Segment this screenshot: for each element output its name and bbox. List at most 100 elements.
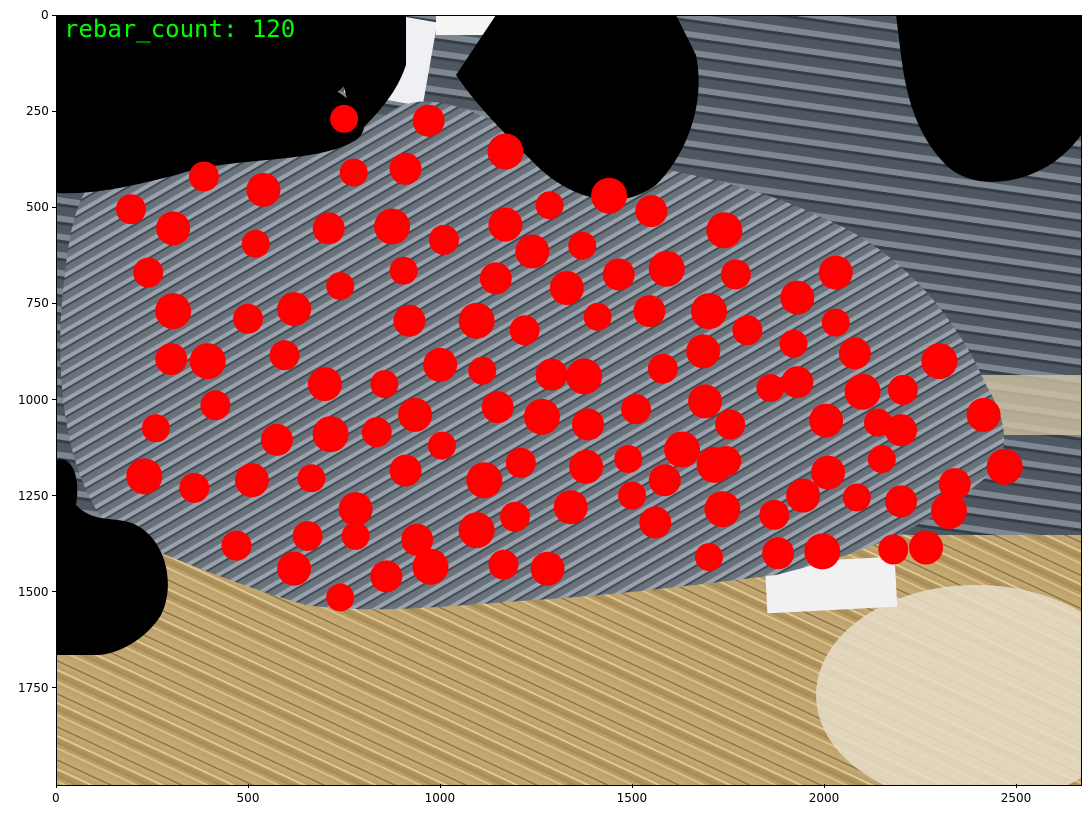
rebar-detection-marker bbox=[277, 292, 312, 327]
rebar-detection-marker bbox=[141, 414, 170, 443]
rebar-detection-marker bbox=[221, 530, 252, 561]
rebar-detection-marker bbox=[233, 303, 263, 334]
rebar-detection-marker bbox=[811, 455, 845, 490]
rebar-detection-marker bbox=[241, 229, 270, 258]
rebar-detection-marker bbox=[762, 537, 795, 570]
rebar-detection-marker bbox=[591, 177, 628, 214]
rebar-detection-marker bbox=[466, 462, 503, 499]
rebar-detection-marker bbox=[179, 472, 210, 503]
rebar-detection-marker bbox=[188, 161, 219, 192]
rebar-detection-marker bbox=[530, 551, 565, 586]
rebar-detection-marker bbox=[535, 358, 568, 391]
x-tick-label: 2500 bbox=[1000, 791, 1032, 805]
rebar-detection-marker bbox=[389, 454, 422, 487]
x-tick bbox=[247, 784, 249, 788]
y-tick bbox=[52, 495, 56, 497]
detection-markers bbox=[115, 104, 1023, 612]
x-tick bbox=[1015, 784, 1017, 788]
rebar-detection-marker bbox=[732, 315, 763, 346]
rebar-detection-marker bbox=[361, 417, 392, 448]
rebar-detection-marker bbox=[786, 478, 821, 513]
rebar-detection-marker bbox=[618, 481, 647, 510]
rebar-detection-marker bbox=[864, 408, 892, 437]
sandy-patch bbox=[816, 585, 1081, 785]
rebar-detection-marker bbox=[481, 391, 514, 424]
y-tick-label: 1750 bbox=[18, 680, 49, 695]
rebar-detection-marker bbox=[759, 499, 790, 530]
rebar-detection-marker bbox=[246, 172, 281, 207]
rebar-detection-marker bbox=[488, 549, 519, 580]
x-tick bbox=[631, 784, 633, 788]
x-tick-label: 500 bbox=[236, 791, 260, 805]
rebar-detection-marker bbox=[986, 448, 1023, 485]
rebar-bundle bbox=[60, 101, 1005, 610]
rebar-detection-marker bbox=[292, 521, 323, 551]
y-tick-label: 1000 bbox=[18, 392, 49, 407]
rebar-detection-marker bbox=[307, 367, 342, 402]
rebar-detection-marker bbox=[715, 409, 746, 440]
rebar-detection-marker bbox=[568, 231, 597, 260]
rebar-detection-marker bbox=[821, 308, 850, 337]
rebar-detection-marker bbox=[505, 447, 536, 478]
rebar-detection-marker bbox=[200, 390, 231, 421]
rebar-detection-marker bbox=[818, 255, 853, 290]
paper-tag bbox=[764, 556, 898, 614]
rebar-detection-marker bbox=[370, 370, 399, 399]
y-tick bbox=[52, 687, 56, 689]
rebar-detection-marker bbox=[412, 548, 449, 585]
rebar-detection-marker bbox=[393, 304, 426, 337]
rebar-detection-marker bbox=[804, 533, 841, 570]
mask-bottom-left bbox=[56, 459, 168, 655]
rebar-detection-marker bbox=[401, 523, 434, 556]
rebar-detection-marker bbox=[602, 258, 635, 291]
rebar-detection-marker bbox=[572, 408, 604, 441]
rebar-detection-marker bbox=[479, 262, 512, 295]
rebar-detection-marker bbox=[156, 211, 191, 246]
rebar-detection-marker bbox=[326, 272, 355, 301]
rebar-detection-marker bbox=[838, 337, 871, 370]
y-tick bbox=[52, 399, 56, 400]
y-tick-label: 500 bbox=[26, 200, 49, 215]
rebar-detection-marker bbox=[691, 293, 727, 330]
y-tick bbox=[52, 110, 56, 112]
y-tick bbox=[52, 591, 56, 593]
rebar-detection-marker bbox=[468, 356, 497, 385]
rebar-detection-marker bbox=[389, 152, 422, 185]
rebar-detection-marker bbox=[423, 347, 458, 382]
rebar-detection-marker bbox=[412, 104, 445, 137]
rebar-detection-marker bbox=[269, 340, 300, 371]
rebar-detection-marker bbox=[500, 501, 530, 532]
rebar-detection-marker bbox=[648, 464, 681, 497]
rebar-detection-marker bbox=[338, 492, 373, 527]
rebar-detection-marker bbox=[330, 104, 359, 133]
rebar-detection-marker bbox=[909, 530, 943, 565]
x-tick bbox=[439, 784, 441, 788]
photo-canvas: rebar_count: 120 bbox=[56, 15, 1081, 785]
y-tick bbox=[52, 206, 56, 208]
rebar-detection-marker bbox=[487, 133, 524, 170]
rebar-detection-marker bbox=[370, 560, 403, 593]
x-tick-label: 2000 bbox=[808, 791, 840, 805]
rebar-detection-marker bbox=[260, 423, 293, 456]
rebar-detection-marker bbox=[515, 234, 550, 269]
x-tick-label: 0 bbox=[52, 791, 60, 805]
rebar-detection-marker bbox=[535, 191, 564, 220]
x-tick-label: 1000 bbox=[424, 791, 456, 805]
rebar-detection-marker bbox=[312, 416, 349, 453]
rebar-detection-marker bbox=[509, 315, 540, 346]
rebar-detection-marker bbox=[938, 468, 971, 501]
rebar-count-label: rebar_count: 120 bbox=[64, 15, 295, 43]
y-tick-label: 1250 bbox=[18, 488, 49, 503]
y-tick bbox=[52, 14, 56, 16]
rebar-detection-marker bbox=[389, 256, 418, 285]
rebar-detection-marker bbox=[639, 506, 672, 539]
rebar-detection-marker bbox=[549, 271, 584, 305]
rebar-detection-marker bbox=[688, 384, 723, 419]
rebar-detection-marker bbox=[523, 398, 560, 435]
rebar-detection-marker bbox=[155, 293, 192, 330]
rebar-detection-marker bbox=[885, 485, 917, 518]
rebar-detection-marker bbox=[867, 445, 896, 474]
rebar-detection-marker bbox=[341, 522, 370, 550]
rebar-detection-marker bbox=[428, 224, 459, 255]
